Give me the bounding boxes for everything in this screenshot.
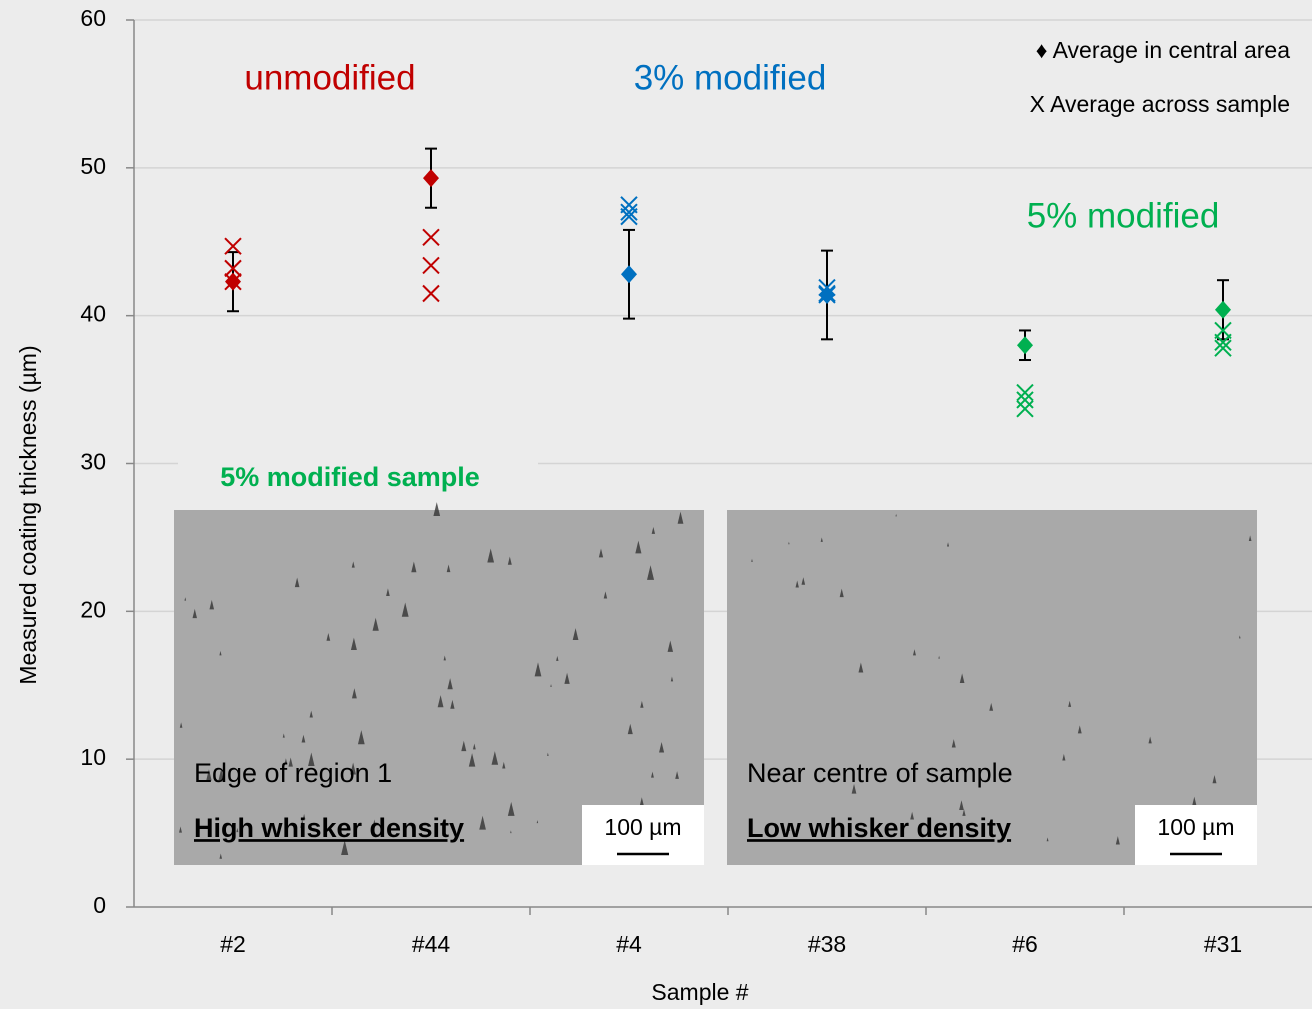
x-tick-label: #31 bbox=[1204, 931, 1242, 957]
y-tick-label: 0 bbox=[93, 892, 106, 918]
page: Sample # Measured coating thickness (µm)… bbox=[0, 0, 1312, 1009]
x-axis-title: Sample # bbox=[651, 979, 748, 1005]
group-label: 3% modified bbox=[634, 58, 827, 97]
y-tick-label: 30 bbox=[80, 449, 106, 475]
y-tick-label: 60 bbox=[80, 5, 106, 31]
x-tick-label: #2 bbox=[220, 931, 246, 957]
group-label: 5% modified bbox=[1027, 196, 1220, 235]
y-tick-label: 20 bbox=[80, 596, 106, 622]
scale-label: 100 µm bbox=[604, 814, 681, 840]
y-axis-title: Measured coating thickness (µm) bbox=[15, 345, 41, 684]
scale-label: 100 µm bbox=[1157, 814, 1234, 840]
x-tick-label: #6 bbox=[1012, 931, 1038, 957]
inset-label: Low whisker density bbox=[747, 813, 1011, 843]
y-tick-label: 40 bbox=[80, 301, 106, 327]
legend-entry: X Average across sample bbox=[1030, 91, 1290, 117]
inset-title: 5% modified sample bbox=[220, 462, 480, 492]
inset-caption: Edge of region 1 bbox=[194, 758, 392, 788]
y-tick-label: 50 bbox=[80, 153, 106, 179]
chart: Sample # Measured coating thickness (µm)… bbox=[0, 0, 1312, 1009]
x-tick-label: #4 bbox=[616, 931, 642, 957]
legend-entry: ♦ Average in central area bbox=[1036, 37, 1290, 63]
x-tick-label: #44 bbox=[412, 931, 451, 957]
group-label: unmodified bbox=[244, 58, 415, 97]
y-tick-label: 10 bbox=[80, 744, 106, 770]
inset-label: High whisker density bbox=[194, 813, 464, 843]
x-tick-label: #38 bbox=[808, 931, 846, 957]
inset-caption: Near centre of sample bbox=[747, 758, 1013, 788]
